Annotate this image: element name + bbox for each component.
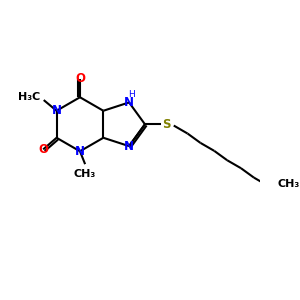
Text: H: H [128,90,134,99]
Text: O: O [75,72,85,85]
Text: S: S [162,118,170,131]
Text: N: N [124,140,134,153]
Text: N: N [124,96,134,109]
Text: N: N [75,145,85,158]
Text: N: N [52,104,61,117]
Text: CH₃: CH₃ [278,179,300,189]
Text: H₃C: H₃C [18,92,40,102]
Text: CH₃: CH₃ [74,169,96,179]
Text: O: O [38,143,48,156]
